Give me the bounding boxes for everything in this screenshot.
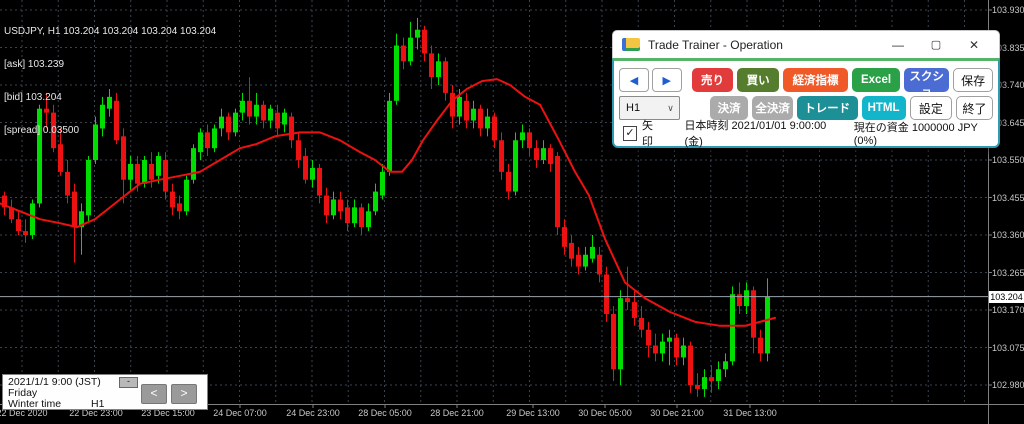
time-axis-label: 24 Dec 23:00 — [286, 408, 340, 418]
current-funds-text: 現在の資金 1000000 JPY (0%) — [853, 122, 978, 147]
trade-trainer-dialog: Trade Trainer - Operation — ▢ ✕ ◀ ▶ 売り 買… — [612, 30, 1000, 148]
price-axis-label: 103.075 — [992, 342, 1024, 353]
price-axis-label: 103.455 — [992, 192, 1024, 203]
buy-button[interactable]: 買い — [737, 68, 779, 92]
economic-indicators-button[interactable]: 経済指標 — [782, 68, 849, 92]
timeframe-value: H1 — [626, 102, 641, 114]
dialog-row-2: H1 ∨ 決済 全決済 トレード HTML 設定 終了 — [619, 95, 993, 121]
sell-button[interactable]: 売り — [691, 68, 734, 92]
trade-button[interactable]: トレード — [796, 96, 858, 120]
sim-datetime: 2021/1/1 9:00 (JST) — [8, 376, 101, 388]
price-axis-label: 102.980 — [992, 380, 1024, 390]
time-axis-label: 28 Dec 21:00 — [430, 408, 484, 418]
screenshot-button[interactable]: スクショ — [903, 68, 950, 99]
settle-button[interactable]: 決済 — [709, 96, 749, 120]
time-axis-label: 29 Dec 13:00 — [506, 408, 560, 418]
current-price-tag: 103.204 — [989, 290, 1024, 303]
price-axis-label: 103.835 — [992, 42, 1024, 53]
dialog-status-row: ✓ 矢印 日本時刻 2021/01/01 9:00:00 (金) 現在の資金 1… — [619, 120, 993, 148]
spread-line: [spread] 0.03500 — [4, 125, 80, 136]
step-back-button[interactable]: < — [141, 384, 167, 404]
time-axis-label: 31 Dec 13:00 — [723, 408, 777, 418]
step-forward-button[interactable]: > — [171, 384, 197, 404]
dialog-row-1: ◀ ▶ 売り 買い 経済指標 Excel スクショ 保存 — [619, 67, 993, 99]
chevron-down-icon: ∨ — [667, 102, 674, 113]
price-axis-label: 103.265 — [992, 267, 1024, 278]
symbol-ohlc-line: USDJPY, H1 103.204 103.204 103.204 103.2… — [4, 26, 217, 37]
time-axis-label: 30 Dec 21:00 — [650, 408, 704, 418]
sim-timeframe: H1 — [91, 398, 105, 410]
symbol-info: USDJPY, H1 103.204 103.204 103.204 103.2… — [4, 4, 216, 158]
app-icon — [622, 38, 640, 51]
quit-button[interactable]: 終了 — [956, 96, 993, 120]
forward-arrow-button[interactable]: ▶ — [651, 68, 682, 92]
arrow-checkbox[interactable]: ✓ — [623, 125, 638, 141]
price-axis-label: 103.170 — [992, 305, 1024, 315]
japan-time-text: 日本時刻 2021/01/01 9:00:00 (金) — [684, 120, 827, 148]
excel-button[interactable]: Excel — [852, 68, 900, 92]
settings-button[interactable]: 設定 — [909, 96, 953, 120]
html-button[interactable]: HTML — [861, 96, 906, 120]
sim-clock-panel: 2021/1/1 9:00 (JST) Friday Winter time H… — [2, 374, 208, 410]
timeframe-select[interactable]: H1 ∨ — [619, 96, 680, 120]
settle-all-button[interactable]: 全決済 — [752, 96, 793, 120]
time-axis-label: 22 Dec 2020 — [0, 408, 48, 418]
price-axis-label: 103.550 — [992, 155, 1024, 165]
arrow-checkbox-label: 矢印 — [642, 120, 654, 148]
time-axis-label: 30 Dec 05:00 — [578, 408, 632, 418]
maximize-icon[interactable]: ▢ — [930, 39, 942, 51]
close-icon[interactable]: ✕ — [968, 37, 980, 52]
bid-line: [bid] 103.204 — [4, 92, 62, 103]
price-axis-label: 103.930 — [992, 5, 1024, 15]
time-axis-label: 28 Dec 05:00 — [358, 408, 412, 418]
sim-season: Winter time — [8, 398, 62, 410]
save-button[interactable]: 保存 — [953, 68, 993, 92]
minimize-icon[interactable]: — — [892, 37, 904, 52]
sim-day: Friday — [8, 387, 38, 399]
time-axis-label: 23 Dec 15:00 — [141, 408, 195, 418]
price-axis-label: 103.360 — [992, 230, 1024, 240]
ask-line: [ask] 103.239 — [4, 59, 65, 70]
dialog-titlebar[interactable]: Trade Trainer - Operation — ▢ ✕ — [612, 30, 1000, 58]
back-arrow-button[interactable]: ◀ — [619, 68, 649, 92]
time-axis-label: 22 Dec 23:00 — [69, 408, 123, 418]
dialog-body: ◀ ▶ 売り 買い 経済指標 Excel スクショ 保存 H1 ∨ 決済 全決済… — [612, 58, 1000, 148]
price-axis-label: 103.645 — [992, 117, 1024, 128]
price-axis-label: 103.740 — [992, 80, 1024, 90]
time-axis-label: 24 Dec 07:00 — [213, 408, 267, 418]
dialog-title: Trade Trainer - Operation — [648, 37, 783, 52]
panel-minimize-button[interactable]: - — [119, 377, 138, 388]
